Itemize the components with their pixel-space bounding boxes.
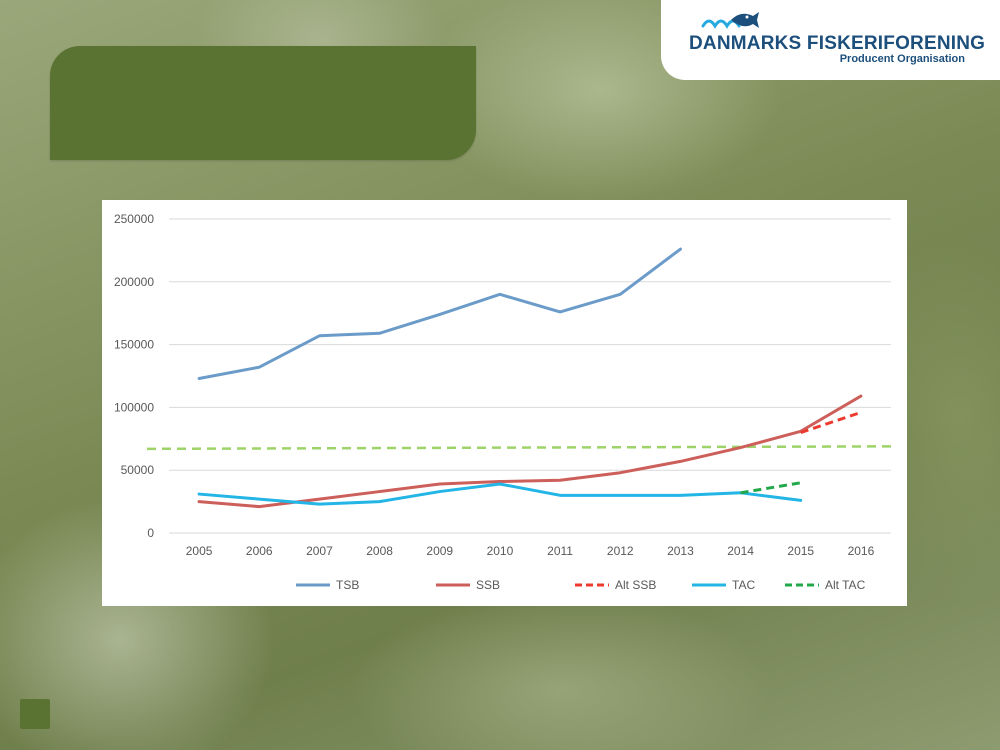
x-tick-label: 2012 [607, 544, 634, 558]
series-lines [197, 247, 863, 509]
logo-name: DANMARKS FISKERIFORENING [689, 33, 986, 54]
series-line-tsb [197, 247, 682, 381]
x-tick-label: 2007 [306, 544, 333, 558]
page-number-box [20, 699, 50, 729]
y-tick-label: 250000 [114, 212, 154, 226]
x-tick-label: 2006 [246, 544, 273, 558]
chart-panel: 0 50000 100000 150000 200000 250000 2005 2006 2… [102, 200, 907, 606]
series-line-alt-ssb [800, 411, 862, 434]
fish-waves-icon [701, 12, 759, 29]
x-tick-label: 2008 [366, 544, 393, 558]
x-tick-label: 2011 [547, 544, 573, 558]
reference-line [146, 445, 894, 451]
logo-panel: DANMARKS FISKERIFORENING Producent Organ… [661, 0, 1000, 80]
x-tick-label: 2016 [848, 544, 875, 558]
series-line-ssb [197, 394, 863, 509]
x-axis-tick-labels: 2005 2006 2007 2008 2009 2010 2011 2012 2013 2014… [186, 544, 875, 558]
gridlines [169, 218, 891, 534]
x-tick-label: 2009 [426, 544, 453, 558]
legend: TSB SSB Alt SSB TAC Alt TAC [296, 578, 866, 592]
y-tick-label: 100000 [114, 400, 154, 414]
y-tick-label: 0 [147, 526, 154, 540]
legend-label: TAC [732, 578, 755, 592]
y-tick-label: 50000 [121, 463, 155, 477]
legend-label: Alt TAC [825, 578, 866, 592]
x-tick-label: 2015 [787, 544, 814, 558]
legend-label: Alt SSB [615, 578, 656, 592]
legend-label: TSB [336, 578, 359, 592]
series-line-tac [197, 482, 803, 506]
x-tick-label: 2014 [727, 544, 754, 558]
x-tick-label: 2010 [487, 544, 514, 558]
x-tick-label: 2005 [186, 544, 213, 558]
reference-dashed-line [146, 445, 894, 451]
slide-title-box [50, 46, 476, 160]
legend-label: SSB [476, 578, 500, 592]
y-tick-label: 200000 [114, 275, 154, 289]
logo-subtitle: Producent Organisation [839, 53, 965, 65]
y-axis-tick-labels: 0 50000 100000 150000 200000 250000 [114, 212, 154, 540]
series-line-alt-tac [740, 481, 801, 495]
y-tick-label: 150000 [114, 338, 154, 352]
x-tick-label: 2013 [667, 544, 694, 558]
